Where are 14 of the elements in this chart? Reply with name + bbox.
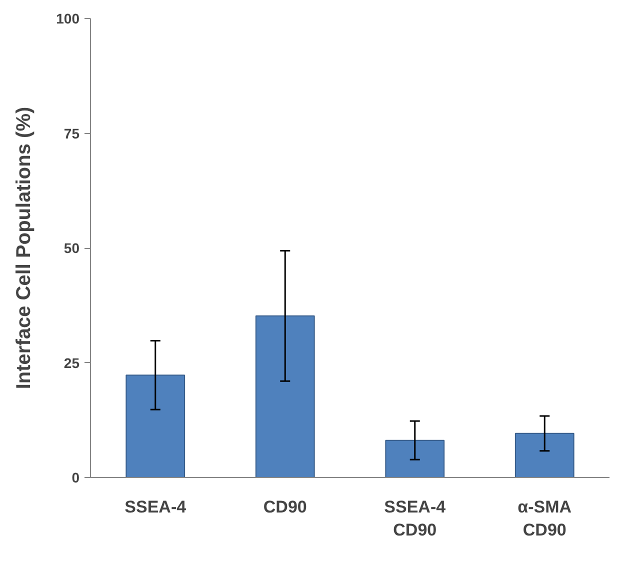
bar [514, 432, 574, 478]
y-tick-label: 100 [56, 10, 80, 26]
bar [385, 440, 445, 478]
bar [255, 315, 315, 478]
y-tick-label: 50 [64, 240, 80, 256]
x-tick-label: SSEA-4 [124, 498, 187, 516]
x-tick-label: CD90 [263, 498, 307, 516]
y-tick-label: 25 [64, 354, 80, 371]
x-tick-label: SSEA-4 CD90 [384, 498, 446, 540]
y-axis-title: Interface Cell Populations (%) [13, 106, 36, 390]
x-tick-label: α-SMA CD90 [518, 498, 572, 540]
y-tick-label: 75 [64, 125, 80, 142]
y-tick-label: 0 [72, 470, 80, 486]
bar [126, 374, 186, 478]
